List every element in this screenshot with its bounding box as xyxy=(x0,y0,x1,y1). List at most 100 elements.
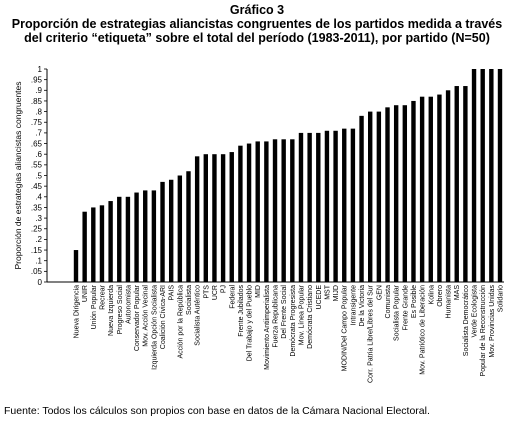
bar xyxy=(194,156,200,282)
chart-title: Gráfico 3 xyxy=(229,3,285,17)
x-category-label: Comunista xyxy=(385,285,392,319)
x-category-label: Kolina xyxy=(428,285,435,305)
bar xyxy=(480,69,485,282)
bar xyxy=(186,171,191,282)
bars xyxy=(73,69,503,283)
x-category-label: MST xyxy=(324,284,331,300)
x-category-label: Corr. Patria Libre/Libres del Sur xyxy=(368,284,375,383)
x-category-label: Humanista xyxy=(446,285,453,319)
x-category-label: PAIS xyxy=(169,285,176,301)
x-category-label: Autonomista xyxy=(125,285,132,324)
y-tick-label: .4 xyxy=(35,193,42,202)
x-category-label: Unión Popular xyxy=(91,284,98,329)
x-category-label: PJ xyxy=(221,285,228,293)
y-tick-label: .9 xyxy=(35,86,42,95)
x-category-label: Del Trabajo y del Pueblo xyxy=(247,285,254,361)
y-axis: 0 .05.1 .15 .2.25 .3 .35.4 .45 .5.55 .6 .65.7 .75.… xyxy=(31,65,504,287)
x-category-label: Mov. Provincias Unidas xyxy=(489,285,496,358)
bar xyxy=(212,154,217,282)
bar xyxy=(307,132,312,282)
bar xyxy=(298,132,304,282)
x-category-label: Es Posible xyxy=(411,285,418,318)
x-category-label: Movimiento Antiimperialista xyxy=(264,285,271,370)
x-category-label: Del Frente Social xyxy=(281,285,288,339)
y-tick-label: .1 xyxy=(35,257,42,266)
bar xyxy=(428,96,433,282)
bar xyxy=(238,145,243,282)
x-category-label: De la Victoria xyxy=(359,285,366,327)
x-category-label: PTS xyxy=(203,285,210,299)
x-category-label: Coalición Cívica-ARI xyxy=(160,285,167,349)
y-tick-label: .05 xyxy=(31,267,43,276)
bar xyxy=(108,201,113,282)
bar xyxy=(117,196,122,282)
x-category-label: MODIN/Del Campo Popular xyxy=(342,284,349,371)
y-tick-label: .5 xyxy=(35,171,42,180)
x-axis-labels: Nueva Dirigencia UNIR Unión Popular Recrear… xyxy=(74,284,505,383)
x-category-label: Mov. Acción Vecinal xyxy=(143,285,150,347)
bar xyxy=(402,105,408,283)
bar xyxy=(471,69,477,282)
chart-subtitle-line-2: del criterio “etiqueta” sobre el total d… xyxy=(24,31,490,45)
bar xyxy=(272,139,278,282)
x-category-label: Socialista Democrático xyxy=(463,285,470,356)
chart-subtitle-line-1: Proporción de estrategias aliancistas co… xyxy=(11,17,503,31)
x-category-label: Popular de la Reconstrucción xyxy=(480,285,487,377)
bar xyxy=(229,152,234,282)
bar xyxy=(168,179,174,282)
bar xyxy=(385,107,390,282)
bar xyxy=(143,190,148,282)
bar xyxy=(497,69,503,282)
bar xyxy=(411,100,416,282)
y-tick-label: .2 xyxy=(35,235,42,244)
x-category-label: GEN xyxy=(376,285,383,300)
bar xyxy=(281,139,286,282)
y-tick-label: 1 xyxy=(38,65,43,74)
x-category-label: Demócrata Progresista xyxy=(290,285,297,357)
bar xyxy=(454,86,459,282)
x-category-label: Verde Ecologista xyxy=(472,285,479,338)
bar xyxy=(393,105,399,283)
bar xyxy=(125,196,131,282)
y-tick-label: .75 xyxy=(31,118,43,127)
x-category-label: MID xyxy=(255,285,262,298)
x-category-label: Intransigente xyxy=(350,285,357,326)
x-category-label: Demócrata Cristiano xyxy=(307,285,314,349)
x-category-label: Solidario xyxy=(498,285,505,312)
y-tick-label: .15 xyxy=(31,246,43,255)
y-tick-label: .55 xyxy=(31,161,43,170)
x-category-label: Frente Grande xyxy=(402,285,409,331)
y-tick-label: 0 xyxy=(38,278,43,287)
bar xyxy=(376,111,382,282)
bar xyxy=(359,115,364,282)
title-block: Gráfico 3 Proporción de estrategias alia… xyxy=(0,3,514,45)
bar xyxy=(177,175,183,282)
bar xyxy=(255,141,260,282)
x-category-label: MAS xyxy=(454,285,461,301)
bar xyxy=(73,250,79,282)
x-category-label: Mov. Patriótico de Liberación xyxy=(420,285,427,375)
bar xyxy=(91,207,96,282)
bar xyxy=(350,128,356,282)
y-tick-label: .7 xyxy=(35,129,42,138)
bar xyxy=(151,190,157,282)
bar xyxy=(419,96,425,282)
x-category-label: Izquierda Opción Socialista xyxy=(151,285,158,370)
bar xyxy=(99,205,105,282)
bar xyxy=(134,192,139,282)
y-tick-label: .95 xyxy=(31,75,43,84)
x-category-label: UCR xyxy=(212,285,219,300)
bar xyxy=(246,143,252,282)
x-category-label: Socialista Auténtico xyxy=(195,285,202,346)
y-tick-label: .3 xyxy=(35,214,42,223)
bar xyxy=(82,211,87,282)
x-category-label: Socialista xyxy=(186,285,193,315)
y-axis-title: Proporción de estrategias aliancistas co… xyxy=(13,81,23,269)
source-note: Fuente: Todos los cálculos son propios c… xyxy=(4,405,430,417)
bar xyxy=(324,130,330,282)
y-tick-label: .6 xyxy=(35,150,42,159)
bar xyxy=(489,69,494,282)
y-tick-label: .25 xyxy=(31,225,43,234)
x-category-label: Socialista Popular xyxy=(394,284,401,341)
x-category-label: Nueva Izquierda xyxy=(108,285,115,336)
